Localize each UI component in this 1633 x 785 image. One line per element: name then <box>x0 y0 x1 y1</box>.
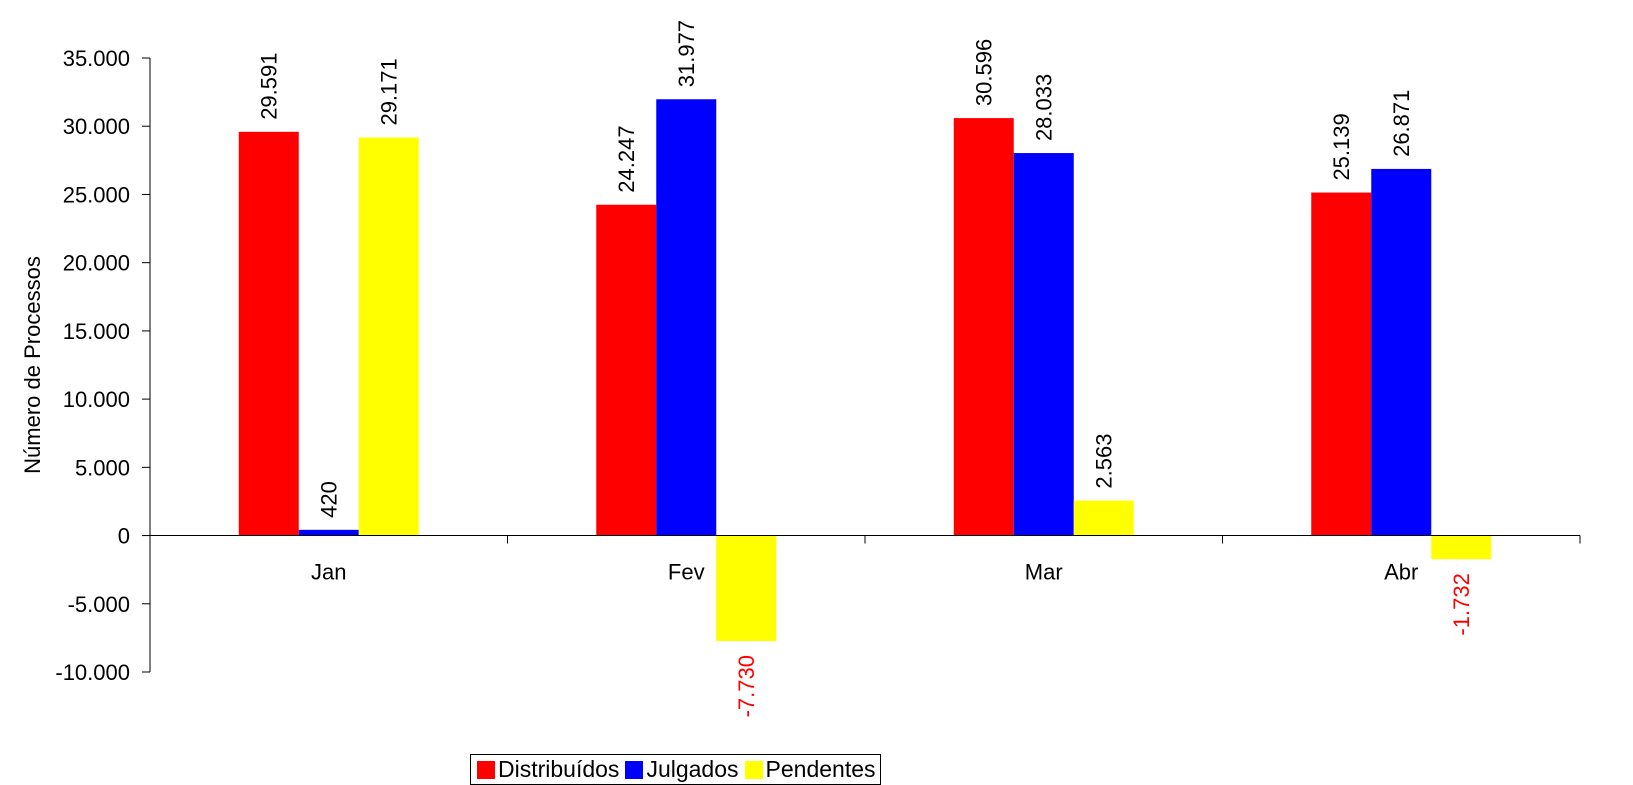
legend: Distribuídos Julgados Pendentes <box>470 754 881 785</box>
bar <box>1013 153 1074 536</box>
data-label: -1.732 <box>1449 573 1474 635</box>
bar <box>358 137 419 536</box>
y-tick-label: 0 <box>118 524 130 549</box>
y-tick-label: -5.000 <box>68 592 130 617</box>
y-tick-label: 20.000 <box>63 251 130 276</box>
bar <box>656 99 717 536</box>
bar <box>298 529 359 536</box>
data-label: 25.139 <box>1329 113 1354 180</box>
data-label: 420 <box>317 481 342 518</box>
data-labels-group: 29.591 420 29.171 24.247 31.977 -7.730 30.596 2… <box>257 20 1475 717</box>
bar <box>1431 535 1492 560</box>
data-label: 2.563 <box>1092 434 1117 489</box>
y-tick-label: -10.000 <box>55 660 130 685</box>
axes-group: -10.000 -5.000 0 5.000 10.000 15.000 20.000 25.… <box>55 46 1581 685</box>
data-label: 29.171 <box>377 58 402 125</box>
y-tick-label: 10.000 <box>63 387 130 412</box>
bar <box>716 535 777 642</box>
bar <box>1311 192 1372 536</box>
legend-item: Julgados <box>625 756 739 783</box>
y-tick-label: 35.000 <box>63 46 130 71</box>
legend-swatch <box>744 760 763 779</box>
data-label: 29.591 <box>257 53 282 120</box>
legend-swatch <box>477 760 495 779</box>
bar <box>953 118 1014 536</box>
y-tick-label: 30.000 <box>63 114 130 139</box>
legend-item: Distribuídos <box>477 756 619 783</box>
x-tick-label: Mar <box>1025 560 1063 585</box>
x-tick-label: Abr <box>1384 560 1418 585</box>
legend-item: Pendentes <box>744 756 876 783</box>
data-label: -7.730 <box>734 655 759 717</box>
x-tick-label: Jan <box>311 560 346 585</box>
x-tick-label: Fev <box>668 560 705 585</box>
data-label: 24.247 <box>614 125 639 192</box>
legend-swatch <box>625 760 644 779</box>
y-tick-label: 15.000 <box>63 319 130 344</box>
legend-label: Distribuídos <box>498 756 620 782</box>
data-label: 28.033 <box>1032 74 1057 141</box>
legend-label: Julgados <box>646 756 739 782</box>
bar <box>1073 500 1134 536</box>
y-tick-label: 5.000 <box>75 455 130 480</box>
y-tick-label: 25.000 <box>63 182 130 207</box>
y-axis-title: Número de Processos <box>20 256 45 474</box>
legend-label: Pendentes <box>765 756 876 782</box>
data-label: 31.977 <box>674 20 699 87</box>
data-label: 26.871 <box>1389 90 1414 157</box>
data-label: 30.596 <box>972 39 997 106</box>
bar <box>1371 168 1432 536</box>
bars-group <box>238 99 1492 642</box>
bar <box>238 131 299 536</box>
bar <box>596 204 657 536</box>
